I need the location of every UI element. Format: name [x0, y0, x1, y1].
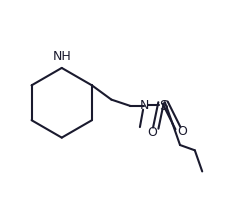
Text: O: O [178, 125, 187, 138]
Text: N: N [139, 100, 149, 112]
Text: S: S [159, 99, 168, 113]
Text: NH: NH [52, 50, 71, 63]
Text: O: O [148, 126, 157, 139]
